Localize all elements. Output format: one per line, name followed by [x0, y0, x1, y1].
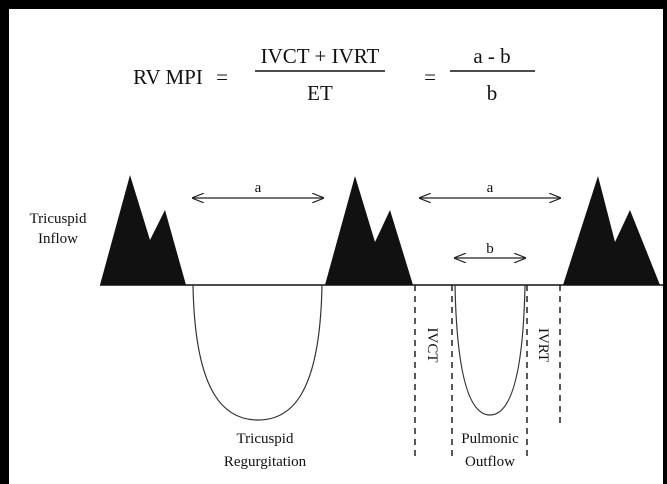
- arrow-label: a: [487, 180, 494, 196]
- border-left: [0, 0, 9, 484]
- formula-lhs: RV MPI: [133, 65, 203, 89]
- inflow-label: Tricuspid: [30, 211, 87, 227]
- regurgitation-label: Regurgitation: [224, 454, 307, 470]
- outflow-curve: [454, 284, 526, 416]
- outflow-label: Pulmonic: [461, 431, 519, 447]
- denominator: ET: [307, 81, 333, 105]
- inflow-waves: [100, 175, 660, 285]
- e-a-wave: [563, 176, 660, 285]
- outflow-label: Outflow: [465, 454, 515, 470]
- border-top: [0, 0, 667, 9]
- numerator: IVCT + IVRT: [261, 44, 380, 68]
- inflow-label: Inflow: [38, 231, 78, 247]
- border-right: [663, 0, 667, 484]
- e-a-wave: [100, 175, 186, 285]
- equals: =: [424, 65, 436, 89]
- arrow-label: b: [486, 241, 494, 257]
- numerator: a - b: [473, 44, 510, 68]
- regurgitation-curve: [192, 284, 323, 421]
- regurgitation-label: Tricuspid: [237, 431, 294, 447]
- ivct-label: IVCT: [424, 328, 440, 363]
- ivrt-label: IVRT: [535, 328, 551, 362]
- denominator: b: [487, 81, 498, 105]
- e-a-wave: [325, 176, 413, 285]
- arrow-label: a: [255, 180, 262, 196]
- equals: =: [216, 65, 228, 89]
